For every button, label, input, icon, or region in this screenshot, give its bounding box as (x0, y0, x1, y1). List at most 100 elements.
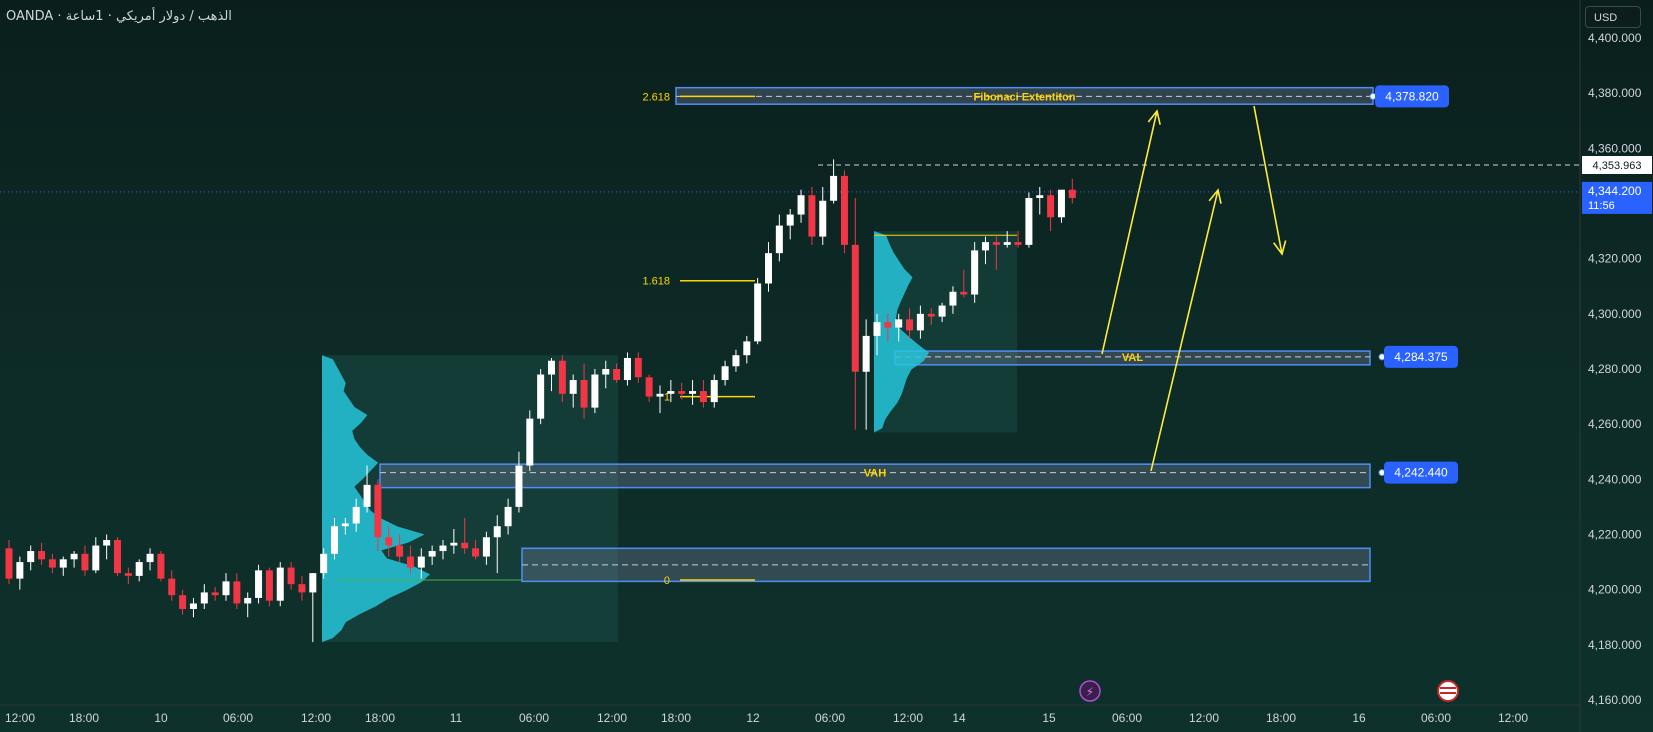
zone-price-label: 4,378.820 (1385, 89, 1439, 103)
candle-bear (287, 567, 295, 585)
candle-bear (613, 369, 621, 381)
zone-rect[interactable] (379, 463, 1371, 489)
time-tick-label: 11 (450, 711, 463, 725)
candle-bull (103, 540, 111, 546)
candle-bull (417, 556, 425, 568)
candle-bull (569, 380, 577, 394)
candle-bull (331, 526, 338, 554)
price-tick-label: 4,220.000 (1588, 528, 1642, 542)
price-tick-label: 4,280.000 (1588, 362, 1642, 376)
candle-bull (92, 545, 100, 571)
candle-bull (439, 545, 447, 552)
candle-bull (819, 200, 827, 237)
candle-bull (482, 537, 490, 557)
time-tick-label: 12:00 (5, 711, 35, 725)
candle-bull (200, 592, 208, 604)
candle-bull (428, 551, 436, 557)
candle-bull (526, 418, 534, 466)
time-tick-label: 18:00 (365, 711, 395, 725)
current-price-bg (1582, 181, 1652, 214)
candle-bear (699, 391, 707, 403)
price-label-bg (1375, 85, 1449, 108)
zone-name-label: VAL (1122, 352, 1143, 364)
time-tick-label: 06:00 (223, 711, 253, 725)
fib-level-label: 1.618 (642, 276, 670, 288)
time-tick-label: 18:00 (69, 711, 99, 725)
candle-bear (124, 573, 132, 576)
fib-level-label: 1 (664, 392, 670, 404)
volume-profile-histogram (322, 355, 430, 643)
time-tick-label: 06:00 (519, 711, 549, 725)
lightning-icon[interactable] (1079, 680, 1101, 702)
candle-bull (244, 597, 252, 604)
candle-bull (732, 355, 740, 367)
zone-name-label: Fibonaci Extentiton (973, 91, 1075, 103)
candle-bear (580, 380, 588, 408)
candle-bull (971, 250, 979, 295)
candle-bull (16, 562, 24, 579)
price-tick-label: 4,260.000 (1588, 417, 1642, 431)
candle-bull (710, 380, 718, 403)
candle-bull (70, 553, 78, 560)
candle-bear (992, 242, 1000, 245)
us-flag-stripe (1440, 692, 1456, 694)
time-tick-label: 12:00 (301, 711, 331, 725)
candle-bull (895, 319, 903, 328)
symbol-title: OANDA · الذهب / دولار أمريكي · 1ساعة (6, 9, 232, 24)
reference-price-label: 4,353.963 (1593, 160, 1642, 172)
candle-bull (1025, 197, 1033, 245)
price-label-bg (1384, 461, 1458, 484)
candle-bear (472, 548, 480, 557)
candle-bear (960, 291, 968, 295)
candle-bear (179, 595, 187, 609)
candle-bear (5, 548, 13, 579)
bar-countdown-label: 11:56 (1588, 200, 1615, 212)
zone-price-label: 4,284.375 (1394, 350, 1448, 364)
candle-bear (265, 570, 273, 601)
candle-bear (396, 545, 404, 557)
candle-bear (374, 484, 382, 538)
candle-bear (1014, 242, 1022, 245)
time-tick-label: 12:00 (1189, 711, 1219, 725)
price-tick-label: 4,320.000 (1588, 252, 1642, 266)
candle-bear (168, 578, 176, 596)
candle-bull (146, 553, 154, 563)
us-flag-icon[interactable] (1437, 680, 1459, 702)
price-tick-label: 4,360.000 (1588, 141, 1642, 155)
candle-bear (461, 542, 469, 549)
candle-bear (114, 540, 121, 574)
fib-level-label: 0 (664, 575, 670, 587)
us-flag-stripe (1440, 687, 1456, 689)
candle-bull (873, 322, 881, 336)
price-tick-label: 4,160.000 (1588, 693, 1642, 707)
candle-bear (558, 360, 566, 394)
time-tick-label: 10 (154, 711, 168, 725)
candle-bull (222, 581, 230, 596)
candle-bull (189, 603, 197, 609)
candle-bull (862, 335, 870, 372)
candle-bull (949, 291, 957, 306)
currency-button[interactable]: USD (1585, 6, 1641, 28)
candle-bull (352, 506, 360, 524)
candle-bull (27, 551, 35, 563)
zone-price-label: 4,242.440 (1394, 466, 1448, 480)
time-tick-label: 06:00 (1421, 711, 1451, 725)
candle-bull (754, 283, 762, 342)
time-tick-label: 12:00 (1498, 711, 1528, 725)
projection-arrow-head (1273, 240, 1287, 256)
price-tick-label: 4,240.000 (1588, 472, 1642, 486)
candle-bear (808, 195, 816, 237)
time-tick-label: 06:00 (815, 711, 845, 725)
candle-bull (721, 366, 729, 381)
price-tick-label: 4,300.000 (1588, 307, 1642, 321)
candle-bear (884, 322, 892, 328)
candle-bull (450, 542, 458, 546)
projection-arrow-head (1147, 109, 1161, 125)
candle-bull (504, 506, 512, 527)
price-tick-label: 4,200.000 (1588, 583, 1642, 597)
candle-bear (1047, 195, 1055, 218)
candle-bull (1036, 195, 1044, 198)
candle-bull (493, 526, 501, 538)
candle-bull (689, 391, 697, 394)
